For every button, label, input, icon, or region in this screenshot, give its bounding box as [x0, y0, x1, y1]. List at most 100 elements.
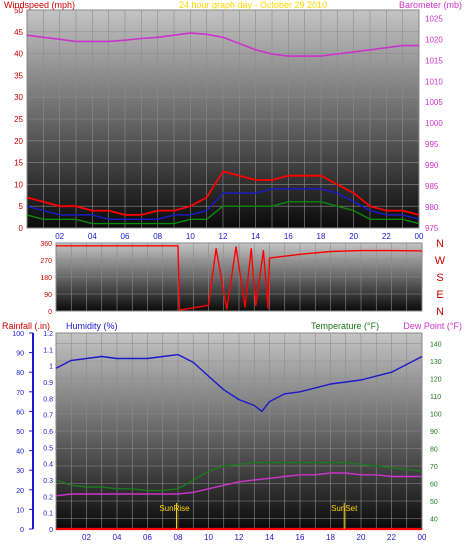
bot-x-tick-label: 18 — [326, 533, 335, 542]
temperature-axis-label: Temperature (°F) — [311, 321, 379, 331]
humidity-y-tick-label: 20 — [16, 488, 24, 495]
temperature-y-tick-label: 60 — [430, 482, 438, 489]
windspeed-min-series-line — [26, 201, 420, 225]
wind-direction-y-tick-label: 0 — [48, 309, 52, 316]
temp-series-line — [55, 472, 422, 497]
barometer-y-tick-label: 1025 — [425, 14, 443, 23]
rain-y-tick-label: 0.9 — [43, 380, 53, 387]
wind-direction-y-tick-label: 90 — [44, 292, 52, 299]
humidity-y-tick-label: 0 — [20, 527, 24, 534]
top-x-tick-label: 08 — [153, 232, 162, 241]
barometer-axis-label: Barometer (mb) — [399, 0, 462, 10]
humidity-y-tick-label: 70 — [16, 390, 24, 397]
wind-direction-series-line — [56, 245, 423, 311]
top-x-tick-label: 02 — [55, 232, 64, 241]
barometer-series-line — [26, 32, 419, 57]
temperature-y-tick-label: 50 — [430, 499, 438, 506]
windspeed-y-tick-label: 5 — [19, 202, 24, 211]
windspeed-y-tick-label: 45 — [14, 28, 23, 37]
bot-x-tick-label: 00 — [418, 533, 427, 542]
temperature-y-tick-label: 100 — [430, 412, 442, 419]
windspeed-y-tick-label: 15 — [14, 159, 23, 168]
chart-title: 24 hour graph day - October 29 2010 — [179, 0, 327, 10]
rain-y-tick-label: 0.7 — [43, 413, 53, 420]
windspeed-y-tick-label: 0 — [19, 224, 24, 233]
rain-y-tick-label: 0 — [49, 527, 53, 534]
top-x-tick-label: 16 — [284, 232, 293, 241]
rain-y-tick-label: 0.4 — [43, 462, 53, 469]
top-x-tick-label: 14 — [251, 232, 260, 241]
humidity-y-tick-label: 90 — [16, 351, 24, 358]
humidity-y-tick-label: 10 — [16, 507, 24, 514]
bot-x-tick-label: 22 — [387, 533, 396, 542]
humidity-y-tick-label: 50 — [16, 429, 24, 436]
sunrise-label: SunRise — [159, 504, 190, 513]
humidity-y-tick-label: 40 — [16, 449, 24, 456]
bot-x-tick-label: 06 — [143, 533, 152, 542]
humidity-axis-label: Humidity (%) — [66, 321, 118, 331]
temperature-y-tick-label: 80 — [430, 447, 438, 454]
windspeed-y-tick-label: 50 — [14, 6, 23, 15]
windspeed-y-tick-label: 40 — [14, 50, 23, 59]
barometer-y-tick-label: 1010 — [425, 77, 443, 86]
compass-label: N — [436, 238, 444, 250]
bot-x-tick-label: 12 — [235, 533, 244, 542]
temperature-y-tick-label: 90 — [430, 429, 438, 436]
top-x-tick-label: 00 — [415, 232, 424, 241]
rain-y-tick-label: 1 — [49, 364, 53, 371]
bot-x-tick-label: 04 — [113, 533, 122, 542]
barometer-y-tick-label: 975 — [425, 224, 439, 233]
top-x-tick-label: 06 — [121, 232, 130, 241]
barometer-y-tick-label: 1015 — [425, 56, 443, 65]
bot-x-tick-label: 02 — [82, 533, 91, 542]
windspeed-y-tick-label: 10 — [14, 180, 23, 189]
rain-y-tick-label: 0.8 — [43, 396, 53, 403]
compass-label: S — [436, 272, 443, 284]
compass-label: W — [435, 255, 446, 267]
barometer-y-tick-label: 1020 — [425, 35, 443, 44]
humidity-y-tick-label: 100 — [12, 331, 24, 338]
top-x-tick-label: 18 — [317, 232, 326, 241]
temperature-y-tick-label: 130 — [430, 359, 442, 366]
bot-x-tick-label: 14 — [265, 533, 274, 542]
temperature-y-tick-label: 70 — [430, 464, 438, 471]
humidity-series-line — [55, 353, 423, 413]
temperature-y-tick-label: 140 — [430, 342, 442, 349]
rain-y-tick-label: 0.5 — [43, 445, 53, 452]
top-x-tick-label: 20 — [349, 232, 358, 241]
rain-y-tick-label: 0.1 — [43, 511, 53, 518]
wind-direction-y-tick-label: 270 — [40, 258, 52, 265]
temperature-y-tick-label: 40 — [430, 517, 438, 524]
windspeed-y-tick-label: 25 — [14, 115, 23, 124]
rain-y-tick-label: 1.1 — [43, 347, 53, 354]
bot-x-tick-label: 08 — [174, 533, 183, 542]
compass-label: E — [436, 289, 443, 301]
barometer-y-tick-label: 1000 — [425, 119, 443, 128]
barometer-y-tick-label: 980 — [425, 203, 439, 212]
rain-y-tick-label: 0.3 — [43, 478, 53, 485]
compass-label: N — [436, 306, 444, 318]
temp-series-line — [55, 461, 423, 492]
top-x-tick-label: 10 — [186, 232, 195, 241]
windspeed-average-series-line — [26, 188, 420, 221]
rainfall-axis-label: Rainfall (.in) — [2, 321, 50, 331]
barometer-y-tick-label: 1005 — [425, 98, 443, 107]
bot-x-tick-label: 20 — [357, 533, 366, 542]
windspeed-gust-series-line — [26, 170, 420, 216]
barometer-y-tick-label: 990 — [425, 161, 439, 170]
bot-x-tick-label: 16 — [296, 533, 305, 542]
humidity-y-tick-label: 30 — [16, 468, 24, 475]
windspeed-y-tick-label: 35 — [14, 71, 23, 80]
top-x-tick-label: 22 — [382, 232, 391, 241]
windspeed-axis-label: Windspeed (mph) — [4, 0, 75, 10]
temperature-y-tick-label: 120 — [430, 377, 442, 384]
barometer-y-tick-label: 985 — [425, 182, 439, 191]
rain-y-tick-label: 1.2 — [43, 331, 53, 338]
wind-direction-y-tick-label: 180 — [40, 275, 52, 282]
dewpoint-axis-label: Dew Point (°F) — [403, 321, 462, 331]
rain-y-tick-label: 0.2 — [43, 494, 53, 501]
top-x-tick-label: 12 — [219, 232, 228, 241]
temperature-y-tick-label: 110 — [430, 394, 441, 401]
